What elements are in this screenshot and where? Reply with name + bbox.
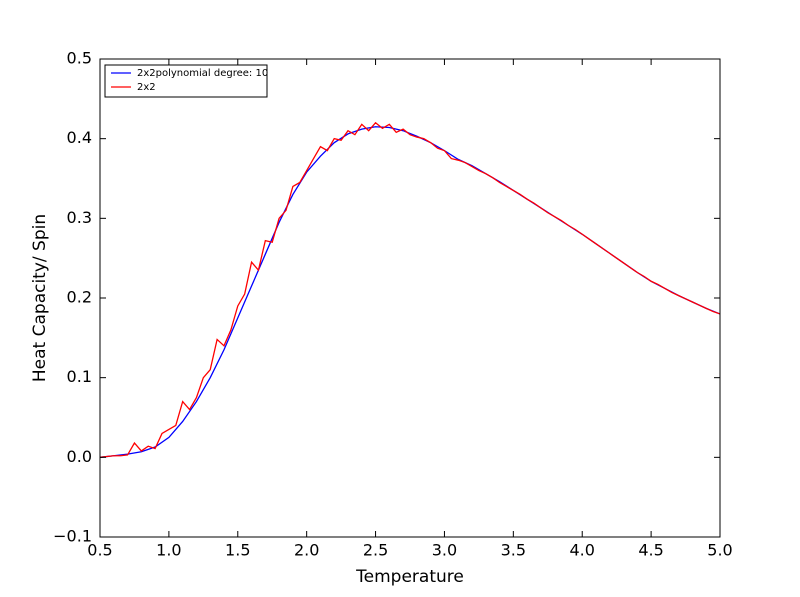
y-tick-label: 0.4 [67, 128, 92, 147]
y-axis-label: Heat Capacity/ Spin [30, 214, 50, 382]
x-tick-label: 3.5 [501, 541, 526, 560]
x-tick-label: 4.5 [638, 541, 663, 560]
legend: 2x2polynomial degree: 10 2x2 [104, 64, 268, 98]
x-tick-label: 1.0 [156, 541, 181, 560]
y-tick-label: 0.1 [67, 367, 92, 386]
series-line [99, 121, 721, 458]
y-tick-label: −0.1 [53, 527, 92, 546]
x-tick-label: 2.5 [363, 541, 388, 560]
y-tick-label: 0.5 [67, 49, 92, 68]
x-tick-label: 5.0 [707, 541, 732, 560]
y-tick-label: 0.0 [67, 447, 92, 466]
y-tick-label: 0.3 [67, 208, 92, 227]
x-axis-label: Temperature [355, 567, 464, 587]
x-tick-label: 2.0 [294, 541, 319, 560]
y-tick-label: 0.2 [67, 288, 92, 307]
x-tick-label: 3.0 [432, 541, 457, 560]
x-tick-label: 0.5 [87, 541, 112, 560]
legend-label: 2x2polynomial degree: 10 [137, 68, 268, 79]
legend-label: 2x2 [137, 82, 156, 93]
legend-box [104, 64, 268, 98]
x-tick-label: 4.0 [569, 541, 594, 560]
x-tick-label: 1.5 [225, 541, 250, 560]
